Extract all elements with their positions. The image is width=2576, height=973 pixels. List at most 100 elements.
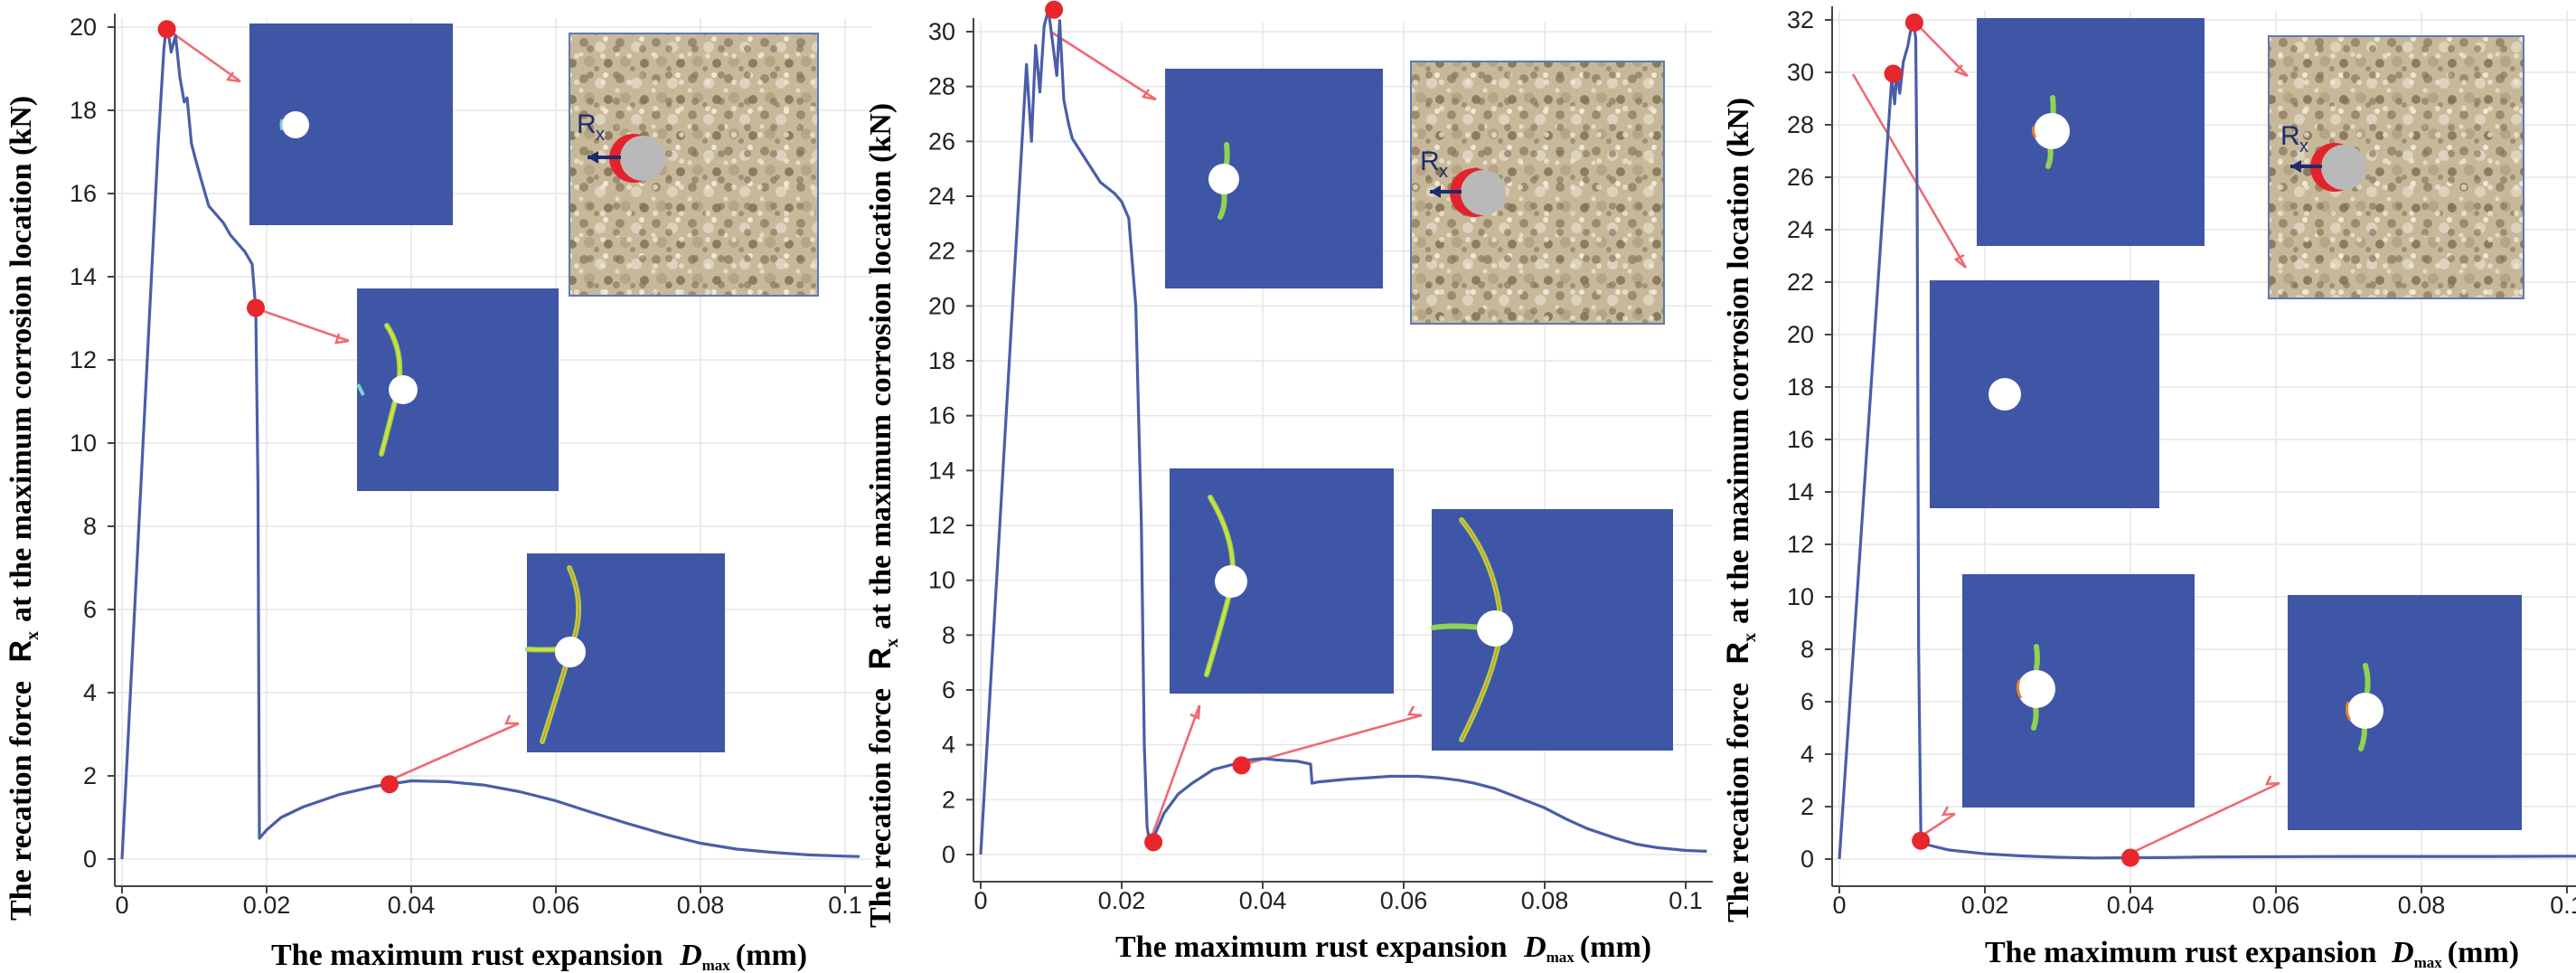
y-tick-label: 28 [1787, 111, 1814, 138]
inset-crack-map-3c [1962, 574, 2195, 808]
x-tick-label: 0.1 [1669, 887, 1703, 914]
arrow-1b [252, 306, 350, 343]
x-axis-label-2: The maximum rust expansion Dmax (mm) [1115, 930, 1651, 966]
y-tick-label: 14 [1787, 478, 1814, 505]
data-point-marker [247, 298, 265, 317]
inset-crack-map-3b [1930, 280, 2159, 508]
y-tick-label: 10 [70, 430, 97, 457]
rx-label-3: R [2280, 121, 2300, 151]
y-tick-label: 20 [70, 14, 97, 41]
axes-1 [108, 14, 872, 893]
y-tick-label: 8 [83, 513, 97, 540]
arrow-2b [1147, 704, 1201, 845]
x-tick-label: 0.04 [388, 892, 436, 919]
x-tick-label: 0.04 [2107, 892, 2155, 919]
inset-crack-map-1a [249, 24, 453, 225]
y-tick-label: 18 [1787, 373, 1814, 401]
rx-label-2: R [1420, 146, 1440, 176]
y-axis-label-3: The recation force Rxat the maximum corr… [1721, 98, 1760, 922]
y-tick-label: 20 [928, 292, 955, 319]
arrowhead-3b [1953, 253, 1967, 269]
data-point-marker [1232, 756, 1251, 775]
y-axis-label-2: The recation force Rxat the maximum corr… [863, 103, 902, 928]
x-tick-label: 0.02 [1961, 892, 2009, 919]
y-tick-label: 8 [1800, 636, 1814, 663]
data-point-marker [157, 20, 176, 39]
y-tick-label: 10 [928, 567, 955, 594]
inset-crack-map-2c [1431, 509, 1673, 751]
tick-labels-1: 0 2 4 6 8 10 12 14 16 18 20 0 0.02 0.04 0.06 0.08 0.1 [70, 14, 862, 919]
data-point-marker [1045, 0, 1064, 19]
y-tick-label: 24 [1787, 216, 1814, 243]
y-tick-label: 14 [928, 457, 955, 484]
y-tick-label: 6 [83, 596, 97, 623]
data-point-marker [1904, 13, 1923, 32]
x-tick-label: 0.1 [2550, 892, 2576, 919]
arrowhead-3d [2264, 775, 2280, 786]
x-tick-label: 0 [973, 887, 987, 914]
y-tick-label: 6 [942, 676, 955, 704]
x-tick-label: 0.02 [243, 892, 291, 919]
inset-crack-map-1c [525, 553, 725, 752]
arrow-3c [1920, 812, 1956, 838]
x-tick-label: 0 [115, 892, 128, 919]
y-tick-label: 26 [928, 128, 955, 155]
x-tick-label: 0.04 [1239, 887, 1287, 914]
inset-crack-map-3a [1977, 18, 2205, 246]
markers-3 [1884, 13, 2139, 867]
y-tick-label: 30 [928, 18, 955, 45]
y-axis-label-1: The recation force Rxat the maximum corr… [4, 96, 42, 921]
axes-2 [966, 18, 1713, 889]
y-tick-label: 0 [942, 841, 955, 868]
y-tick-label: 8 [942, 621, 955, 648]
y-tick-label: 6 [1800, 688, 1814, 715]
data-point-marker [1144, 833, 1163, 852]
markers-2 [1045, 0, 1251, 852]
arrowhead-1a [225, 71, 241, 83]
arrows-3 [1851, 24, 2280, 858]
inset-crack-map-2a [1165, 69, 1383, 288]
arrow-1a [165, 26, 241, 83]
x-tick-label: 0.06 [2252, 892, 2300, 919]
y-tick-label: 32 [1787, 6, 1814, 33]
arrowhead-3a [1953, 64, 1969, 78]
x-tick-label: 0.08 [677, 892, 725, 919]
data-point-marker [381, 775, 399, 794]
axes-3 [1825, 6, 2576, 893]
inset-concrete-specimen-2: R x [1410, 61, 1665, 325]
arrowhead-2b [1189, 704, 1201, 720]
y-tick-label: 4 [1800, 741, 1814, 768]
arrow-3b [1851, 73, 1968, 269]
y-tick-label: 4 [83, 679, 97, 706]
rx-label-1: R [577, 109, 597, 139]
y-tick-label: 4 [942, 732, 955, 759]
arrowhead-2c [1406, 705, 1423, 717]
arrowhead-1c [503, 714, 519, 725]
y-tick-label: 14 [70, 263, 97, 290]
x-tick-label: 0.06 [532, 892, 580, 919]
y-tick-label: 2 [1800, 793, 1814, 820]
y-tick-label: 24 [928, 183, 955, 210]
x-axis-label-1: The maximum rust expansion Dmax (mm) [271, 939, 807, 973]
y-tick-label: 18 [928, 347, 955, 374]
y-tick-label: 10 [1787, 583, 1814, 610]
markers-1 [157, 20, 399, 794]
inset-crack-map-2b [1170, 468, 1394, 694]
y-tick-label: 26 [1787, 164, 1814, 191]
y-tick-label: 28 [928, 73, 955, 100]
y-tick-label: 12 [1787, 531, 1814, 558]
arrows-1 [165, 26, 520, 785]
y-tick-label: 2 [942, 786, 955, 813]
y-tick-label: 20 [1787, 321, 1814, 348]
series-line-1 [120, 21, 860, 860]
arrow-3d [2123, 781, 2280, 858]
arrow-1c [382, 722, 520, 785]
x-axis-label-3: The maximum rust expansion Dmax (mm) [1985, 936, 2519, 971]
x-tick-label: 0.08 [2398, 892, 2446, 919]
series-line-3 [1838, 21, 2576, 860]
x-tick-label: 0.08 [1521, 887, 1569, 914]
rx-sub-3: x [2299, 137, 2308, 156]
